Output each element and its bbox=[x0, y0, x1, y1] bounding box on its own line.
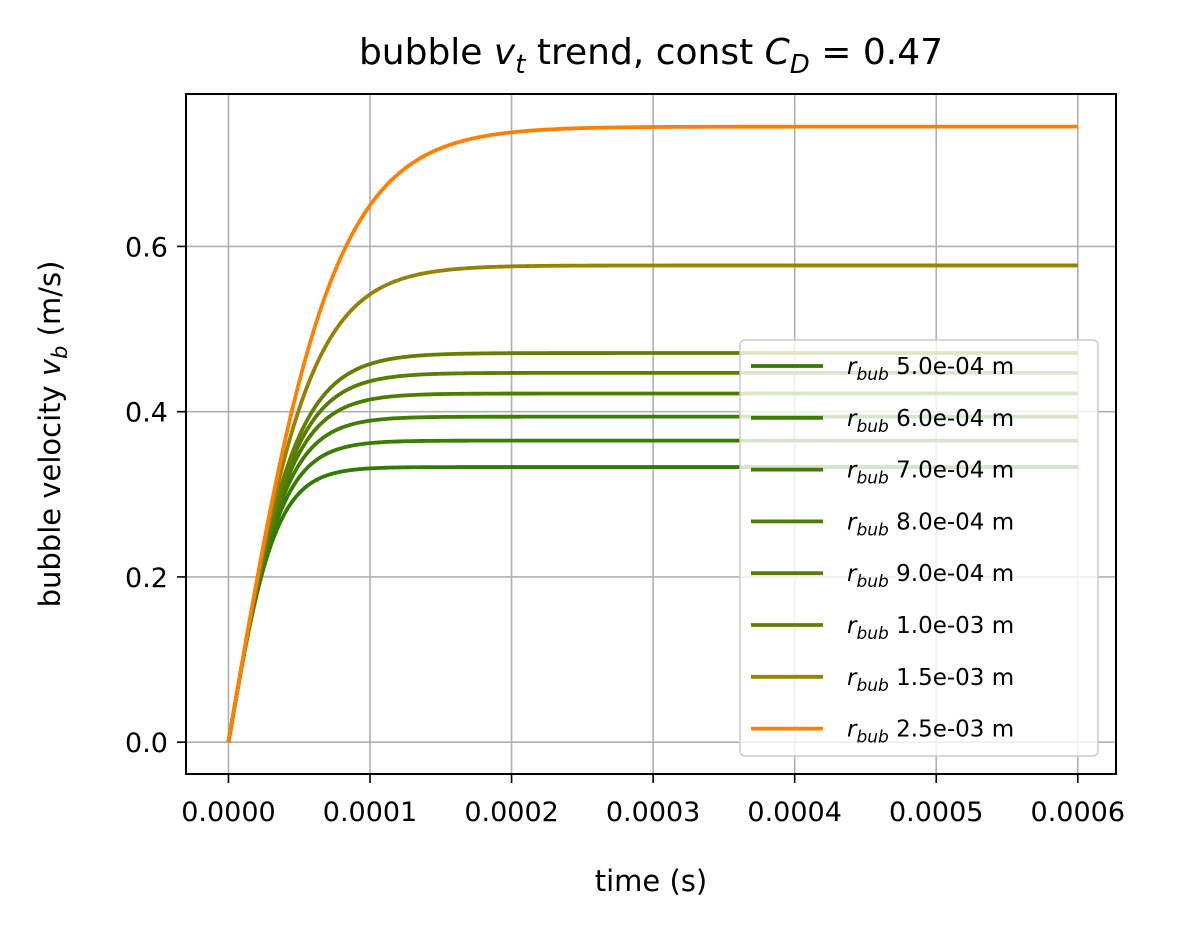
x-tick-label: 0.0002 bbox=[464, 797, 558, 828]
legend-label: rbub 5.0e-04 m bbox=[847, 354, 1014, 385]
legend-item: rbub 6.0e-04 m bbox=[751, 406, 1014, 437]
y-tick-label: 0.6 bbox=[125, 232, 168, 263]
plot-frame bbox=[185, 93, 1117, 775]
legend-label: rbub 2.5e-03 m bbox=[847, 717, 1014, 748]
legend: rbub 5.0e-04 m rbub 6.0e-04 m rbub 7.0e-04… bbox=[739, 339, 1099, 757]
y-tick-label: 0.0 bbox=[125, 728, 168, 759]
x-tick-label: 0.0004 bbox=[747, 797, 841, 828]
x-tick-label: 0.0003 bbox=[606, 797, 700, 828]
axis-ticks: 0.0000 0.0001 0.0002 0.0003 0.0004 0.0005 0.00… bbox=[125, 232, 1125, 828]
x-tick-label: 0.0005 bbox=[889, 797, 983, 828]
legend-item: rbub 1.0e-03 m bbox=[751, 613, 1014, 644]
x-axis-label: time (s) bbox=[595, 864, 707, 898]
legend-label: rbub 9.0e-04 m bbox=[847, 561, 1014, 592]
legend-item: rbub 7.0e-04 m bbox=[751, 458, 1014, 489]
legend-label: rbub 7.0e-04 m bbox=[847, 458, 1014, 489]
legend-label: rbub 1.5e-03 m bbox=[847, 665, 1014, 696]
series-line bbox=[226, 124, 1078, 743]
x-tick-label: 0.0000 bbox=[181, 797, 275, 828]
legend-item: rbub 1.5e-03 m bbox=[751, 665, 1014, 696]
legend-item: rbub 2.5e-03 m bbox=[751, 717, 1014, 748]
legend-item: rbub 5.0e-04 m bbox=[751, 354, 1014, 385]
legend-item: rbub 9.0e-04 m bbox=[751, 561, 1014, 592]
legend-label: rbub 6.0e-04 m bbox=[847, 406, 1014, 437]
legend-label: rbub 1.0e-03 m bbox=[847, 613, 1014, 644]
legend-label: rbub 8.0e-04 m bbox=[847, 509, 1014, 540]
y-tick-label: 0.2 bbox=[125, 563, 168, 594]
series-line bbox=[226, 263, 1078, 743]
y-axis-label: bubble velocity vb (m/s) bbox=[33, 261, 72, 608]
chart-title: bubble vt trend, const CD = 0.47 bbox=[359, 32, 943, 80]
x-tick-label: 0.0006 bbox=[1031, 797, 1125, 828]
legend-box bbox=[739, 339, 1099, 757]
y-tick-label: 0.4 bbox=[125, 398, 168, 429]
x-tick-label: 0.0001 bbox=[323, 797, 417, 828]
legend-item: rbub 8.0e-04 m bbox=[751, 509, 1014, 540]
